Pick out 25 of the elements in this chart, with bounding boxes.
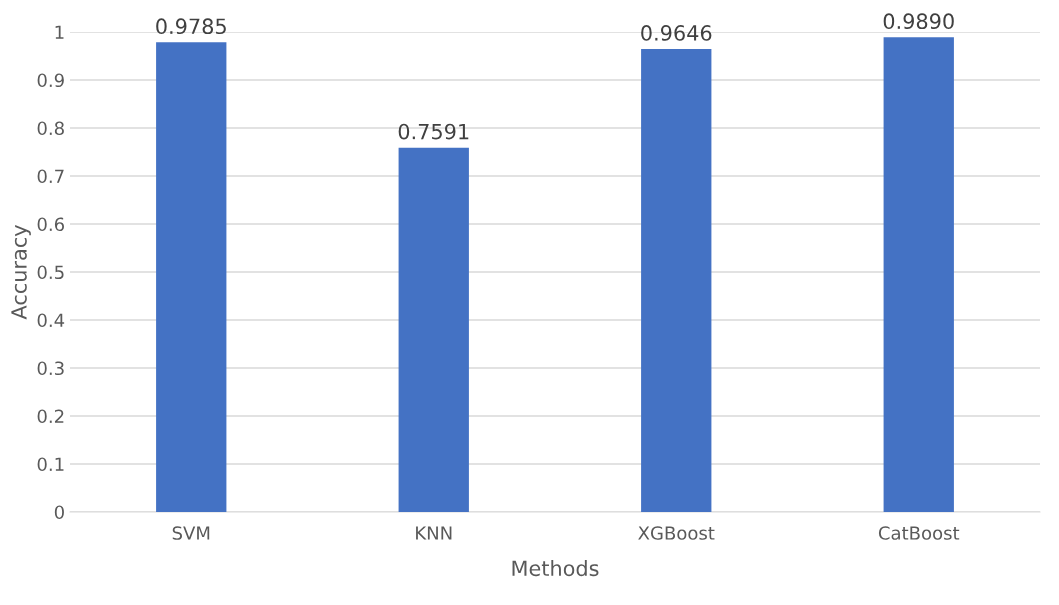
y-tick-label: 0.2 [37,409,64,424]
y-axis-title: Accuracy [11,225,31,320]
y-tick-label: 0.9 [37,73,64,88]
y-tick-label: 0.6 [37,217,64,232]
y-tick-label: 0.5 [37,265,64,280]
x-tick-label: SVM [172,526,210,540]
data-label: 0.9646 [641,25,712,41]
data-label: 0.7591 [398,123,469,140]
bar [156,42,227,512]
y-tick-label: 0.7 [37,169,64,184]
y-tick-label: 0.8 [37,121,64,136]
bar [883,37,954,512]
data-label: 0.9890 [883,13,954,30]
x-axis-title: Methods [512,560,599,577]
y-tick-label: 1 [55,25,64,39]
x-tick-label: XGBoost [638,526,715,540]
bar [641,48,712,512]
x-tick-label: KNN [416,526,452,540]
bar [398,147,469,512]
x-tick-label: CatBoost [878,526,960,540]
y-tick-label: 0 [54,505,64,520]
y-tick-label: 0.4 [37,313,65,328]
data-label: 0.9785 [156,18,226,35]
y-tick-label: 0.1 [37,457,64,472]
y-tick-label: 0.3 [37,361,64,376]
